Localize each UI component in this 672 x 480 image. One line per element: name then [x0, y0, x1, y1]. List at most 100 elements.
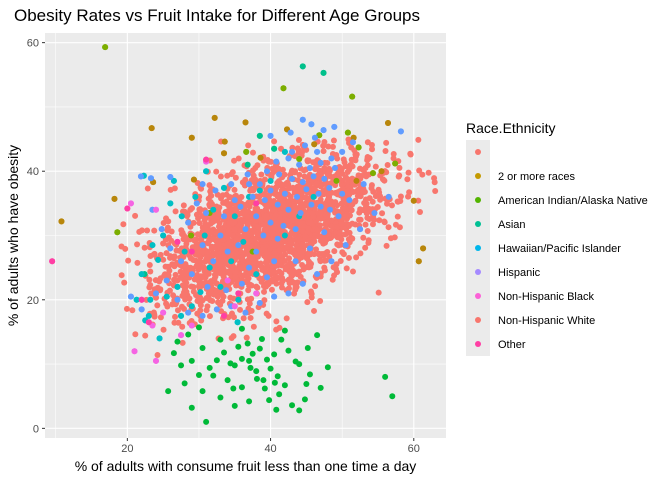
data-point: [211, 114, 218, 121]
data-point: [234, 319, 241, 326]
data-point: [361, 200, 368, 206]
data-point: [339, 190, 346, 197]
data-point: [243, 148, 250, 155]
data-point: [324, 364, 331, 371]
data-point: [365, 237, 372, 244]
data-point: [236, 197, 243, 204]
data-point: [281, 382, 288, 389]
data-point: [335, 213, 342, 220]
data-point: [231, 219, 238, 226]
data-point: [245, 142, 252, 149]
data-point: [174, 338, 181, 345]
data-point: [317, 215, 324, 222]
legend-key: [475, 341, 481, 347]
data-point: [261, 197, 268, 204]
data-point: [134, 241, 141, 248]
data-point: [274, 201, 281, 208]
data-point: [245, 287, 252, 294]
data-point: [276, 171, 283, 178]
data-point: [253, 375, 260, 382]
data-point: [191, 276, 198, 283]
data-point: [237, 203, 244, 210]
data-point: [320, 142, 327, 149]
data-point: [342, 231, 349, 238]
data-point: [274, 274, 281, 281]
data-point: [165, 272, 172, 279]
data-point: [368, 182, 375, 189]
data-point: [315, 190, 322, 197]
data-point: [278, 181, 285, 188]
data-point: [231, 226, 238, 233]
data-point: [300, 223, 307, 230]
data-point: [141, 244, 148, 251]
data-point: [397, 198, 404, 205]
data-point: [210, 372, 217, 379]
legend-key: [475, 245, 481, 251]
data-point: [295, 147, 302, 154]
data-point: [299, 63, 306, 70]
data-point: [405, 169, 412, 176]
data-point: [170, 292, 177, 299]
legend-entry: [466, 140, 490, 164]
data-point: [343, 265, 350, 272]
data-point: [199, 181, 206, 188]
data-point: [193, 263, 200, 270]
data-point: [147, 281, 154, 288]
data-point: [316, 222, 323, 229]
data-point: [369, 221, 376, 228]
data-point: [326, 199, 333, 206]
data-point: [331, 272, 338, 279]
legend-entry: 2 or more races: [466, 164, 576, 188]
data-point: [207, 192, 214, 199]
data-point: [349, 93, 356, 100]
data-point: [317, 203, 324, 210]
data-point: [188, 283, 195, 290]
data-point: [416, 167, 423, 174]
data-point: [352, 221, 359, 228]
data-point: [209, 252, 216, 259]
data-point: [314, 148, 321, 155]
data-point: [289, 148, 296, 155]
data-point: [145, 319, 152, 326]
data-point: [235, 296, 242, 303]
data-point: [272, 185, 279, 192]
data-point: [331, 123, 338, 130]
data-point: [237, 227, 244, 234]
data-point: [195, 372, 202, 378]
data-point: [221, 213, 228, 220]
data-point: [301, 173, 308, 180]
data-point: [230, 250, 237, 257]
data-point: [49, 258, 56, 265]
data-point: [213, 306, 220, 313]
data-point: [383, 139, 390, 146]
data-point: [342, 205, 349, 212]
data-point: [425, 169, 432, 176]
data-point: [301, 142, 308, 149]
data-point: [308, 121, 315, 128]
data-point: [183, 263, 190, 270]
data-point: [123, 305, 130, 312]
data-point: [382, 148, 389, 155]
data-point: [415, 258, 422, 265]
data-point: [204, 303, 211, 310]
data-point: [348, 207, 355, 214]
data-point: [199, 242, 206, 249]
data-point: [299, 242, 306, 249]
data-point: [237, 264, 244, 271]
data-point: [357, 250, 364, 257]
data-point: [165, 218, 172, 225]
chart-title: Obesity Rates vs Fruit Intake for Differ…: [14, 6, 420, 25]
data-point: [360, 181, 367, 188]
data-point: [333, 177, 340, 184]
data-point: [342, 163, 349, 170]
data-point: [256, 187, 263, 194]
y-tick-label: 60: [27, 38, 39, 50]
data-point: [144, 185, 151, 192]
data-point: [228, 181, 235, 188]
data-point: [343, 211, 350, 218]
data-point: [267, 177, 274, 184]
data-point: [172, 313, 179, 320]
legend-label: Non-Hispanic Black: [498, 291, 594, 303]
x-tick-label: 20: [121, 443, 133, 455]
data-point: [179, 229, 186, 236]
